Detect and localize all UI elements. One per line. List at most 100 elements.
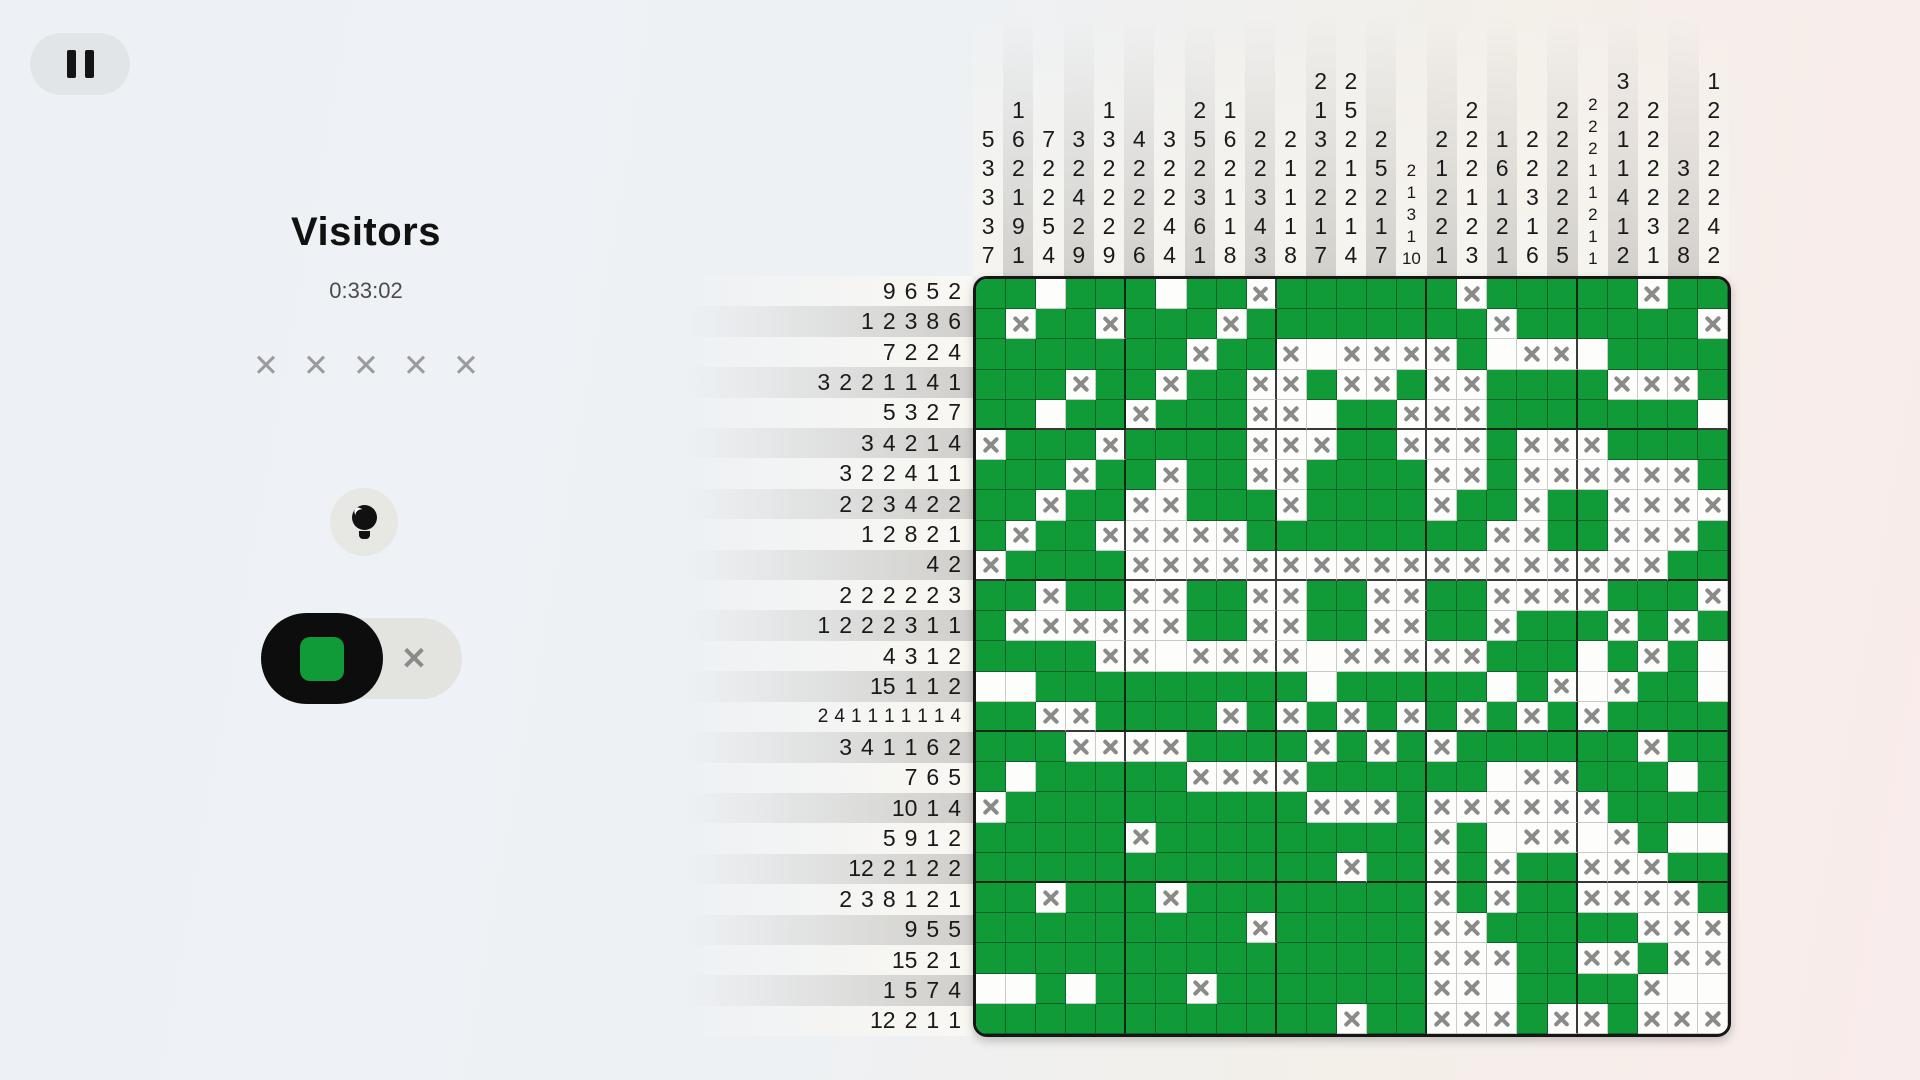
cell-r19-c13[interactable]	[1336, 822, 1368, 853]
cell-r20-c21[interactable]	[1577, 852, 1608, 883]
cell-r4-c17[interactable]	[1457, 369, 1488, 400]
cell-r23-c14[interactable]	[1367, 943, 1398, 974]
cell-r18-c10[interactable]	[1246, 792, 1277, 823]
cell-r23-c17[interactable]	[1457, 943, 1488, 974]
cell-r2-c9[interactable]	[1216, 309, 1247, 340]
cell-r3-c18[interactable]	[1487, 339, 1518, 370]
cell-r13-c19[interactable]	[1517, 641, 1548, 672]
cell-r7-c1[interactable]	[976, 460, 1007, 491]
cell-r15-c2[interactable]	[1006, 701, 1037, 732]
cell-r13-c13[interactable]	[1336, 641, 1368, 672]
cell-r16-c19[interactable]	[1517, 732, 1548, 763]
cell-r18-c21[interactable]	[1577, 792, 1608, 823]
cell-r7-c21[interactable]	[1577, 460, 1608, 491]
cell-r8-c15[interactable]	[1397, 490, 1428, 521]
cell-r14-c3[interactable]	[1036, 671, 1067, 702]
cell-r7-c22[interactable]	[1607, 460, 1638, 491]
cell-r13-c1[interactable]	[976, 641, 1007, 672]
cell-r19-c23[interactable]	[1637, 822, 1668, 853]
cell-r21-c18[interactable]	[1487, 883, 1518, 914]
cell-r11-c8[interactable]	[1186, 581, 1217, 612]
cell-r12-c4[interactable]	[1066, 611, 1097, 642]
cell-r14-c10[interactable]	[1246, 671, 1277, 702]
cell-r7-c6[interactable]	[1126, 460, 1157, 491]
cell-r12-c1[interactable]	[976, 611, 1007, 642]
cell-r10-c9[interactable]	[1216, 550, 1247, 581]
cell-r9-c18[interactable]	[1487, 520, 1518, 551]
cell-r7-c13[interactable]	[1336, 460, 1368, 491]
cell-r4-c22[interactable]	[1607, 369, 1638, 400]
cell-r3-c10[interactable]	[1246, 339, 1277, 370]
cell-r20-c14[interactable]	[1367, 852, 1398, 883]
cell-r12-c10[interactable]	[1246, 611, 1277, 642]
cell-r16-c24[interactable]	[1667, 732, 1698, 763]
cell-r9-c24[interactable]	[1667, 520, 1698, 551]
cell-r1-c24[interactable]	[1667, 279, 1698, 310]
cell-r20-c11[interactable]	[1276, 852, 1307, 883]
cell-r18-c5[interactable]	[1096, 792, 1127, 823]
cell-r17-c18[interactable]	[1487, 762, 1518, 793]
cell-r14-c13[interactable]	[1336, 671, 1368, 702]
cell-r20-c5[interactable]	[1096, 852, 1127, 883]
cell-r5-c7[interactable]	[1156, 399, 1187, 430]
cell-r18-c2[interactable]	[1006, 792, 1037, 823]
cell-r15-c21[interactable]	[1577, 701, 1608, 732]
cell-r3-c3[interactable]	[1036, 339, 1067, 370]
cell-r1-c22[interactable]	[1607, 279, 1638, 310]
cell-r14-c19[interactable]	[1517, 671, 1548, 702]
cell-r13-c25[interactable]	[1697, 641, 1728, 672]
cell-r5-c22[interactable]	[1607, 399, 1638, 430]
cell-r11-c15[interactable]	[1397, 581, 1428, 612]
cell-r3-c4[interactable]	[1066, 339, 1097, 370]
cell-r10-c25[interactable]	[1697, 550, 1728, 581]
cell-r10-c4[interactable]	[1066, 550, 1097, 581]
cell-r8-c24[interactable]	[1667, 490, 1698, 521]
cell-r18-c16[interactable]	[1427, 792, 1458, 823]
cell-r15-c8[interactable]	[1186, 701, 1217, 732]
cell-r19-c19[interactable]	[1517, 822, 1548, 853]
cell-r20-c17[interactable]	[1457, 852, 1488, 883]
cell-r7-c11[interactable]	[1276, 460, 1307, 491]
cell-r1-c8[interactable]	[1186, 279, 1217, 310]
cell-r20-c9[interactable]	[1216, 852, 1247, 883]
cell-r1-c14[interactable]	[1367, 279, 1398, 310]
cell-r7-c10[interactable]	[1246, 460, 1277, 491]
cell-r9-c10[interactable]	[1246, 520, 1277, 551]
cell-r6-c16[interactable]	[1427, 430, 1458, 461]
cell-r12-c15[interactable]	[1397, 611, 1428, 642]
cell-r24-c10[interactable]	[1246, 973, 1277, 1004]
cell-r22-c5[interactable]	[1096, 913, 1127, 944]
cell-r1-c6[interactable]	[1126, 279, 1157, 310]
cell-r24-c17[interactable]	[1457, 973, 1488, 1004]
cell-r13-c23[interactable]	[1637, 641, 1668, 672]
cell-r11-c21[interactable]	[1577, 581, 1608, 612]
cell-r25-c24[interactable]	[1667, 1003, 1698, 1034]
cell-r2-c18[interactable]	[1487, 309, 1518, 340]
cell-r3-c19[interactable]	[1517, 339, 1548, 370]
cell-r22-c17[interactable]	[1457, 913, 1488, 944]
cell-r24-c3[interactable]	[1036, 973, 1067, 1004]
cell-r5-c5[interactable]	[1096, 399, 1127, 430]
cell-r14-c6[interactable]	[1126, 671, 1157, 702]
cell-r10-c21[interactable]	[1577, 550, 1608, 581]
cell-r22-c25[interactable]	[1697, 913, 1728, 944]
cell-r3-c23[interactable]	[1637, 339, 1668, 370]
cell-r24-c4[interactable]	[1066, 973, 1097, 1004]
cell-r2-c11[interactable]	[1276, 309, 1307, 340]
cell-r17-c9[interactable]	[1216, 762, 1247, 793]
cell-r6-c9[interactable]	[1216, 430, 1247, 461]
cell-r13-c22[interactable]	[1607, 641, 1638, 672]
cell-r14-c14[interactable]	[1367, 671, 1398, 702]
cell-r12-c11[interactable]	[1276, 611, 1307, 642]
cell-r5-c10[interactable]	[1246, 399, 1277, 430]
cell-r11-c16[interactable]	[1427, 581, 1458, 612]
cell-r15-c10[interactable]	[1246, 701, 1277, 732]
cell-r19-c14[interactable]	[1367, 822, 1398, 853]
cell-r16-c10[interactable]	[1246, 732, 1277, 763]
cell-r11-c4[interactable]	[1066, 581, 1097, 612]
cell-r17-c19[interactable]	[1517, 762, 1548, 793]
cell-r13-c2[interactable]	[1006, 641, 1037, 672]
cell-r16-c12[interactable]	[1306, 732, 1337, 763]
cell-r22-c6[interactable]	[1126, 913, 1157, 944]
cell-r23-c20[interactable]	[1547, 943, 1578, 974]
